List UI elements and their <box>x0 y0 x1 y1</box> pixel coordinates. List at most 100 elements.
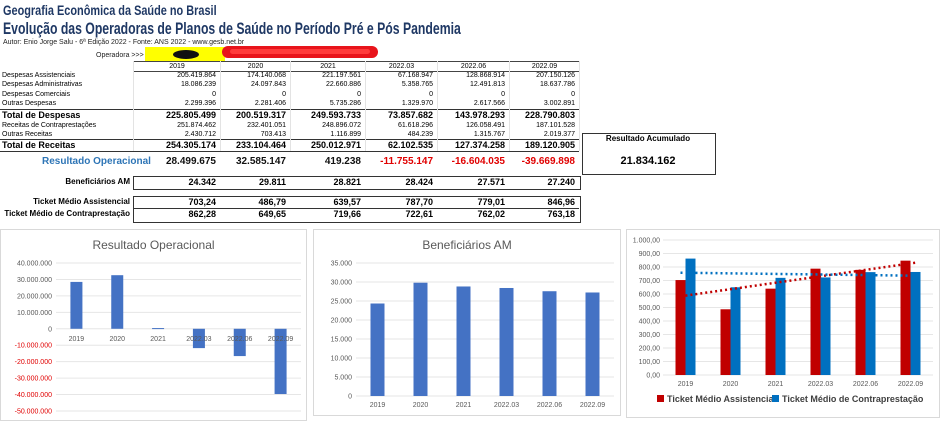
resultado-operacional-value: 28.499.675 <box>165 156 216 167</box>
y-tick-label: 200,00 <box>639 346 661 353</box>
total-separator <box>0 108 579 110</box>
bar <box>720 309 731 375</box>
bar <box>456 286 471 396</box>
row-label: Total de Despesas <box>2 109 81 120</box>
row-label: Total de Receitas <box>2 140 76 151</box>
cell-value: 207.150.126 <box>536 72 575 79</box>
cell-value: 200.519.317 <box>235 109 286 120</box>
cell-value: 1.116.899 <box>330 131 361 138</box>
bar <box>70 281 83 329</box>
bar <box>855 269 866 375</box>
y-tick-label: 0 <box>348 394 352 401</box>
cell-value: 187.101.528 <box>536 121 575 129</box>
beneficiarios-value: 24.342 <box>188 177 216 187</box>
ticket-divider <box>133 208 579 209</box>
cell-value: 73.857.682 <box>387 109 433 120</box>
beneficiarios-label: Beneficiários AM <box>65 177 130 186</box>
resultado-acumulado-box <box>582 133 716 175</box>
column-divider <box>220 61 221 152</box>
cell-value: 703.413 <box>260 131 286 138</box>
cell-value: 24.097.843 <box>250 81 286 89</box>
legend-swatch <box>657 395 664 402</box>
y-tick-label: 10.000 <box>331 356 353 363</box>
bar <box>730 287 741 375</box>
cell-value: 0 <box>357 90 361 98</box>
y-tick-label: -20.000.000 <box>15 359 52 366</box>
ticket-assistencial-value: 703,24 <box>188 197 216 207</box>
cell-value: 143.978.293 <box>454 109 505 120</box>
resultado-operacional-label: Resultado Operacional <box>42 156 151 167</box>
y-tick-label: 400,00 <box>639 319 661 326</box>
operadora-label: Operadora >>> <box>96 52 144 59</box>
x-tick-label: 2021 <box>456 402 472 409</box>
row-label: Receitas de Contraprestações <box>2 121 97 129</box>
page-title: Geografia Econômica da Saúde no Brasil <box>3 2 217 18</box>
cell-value: 127.374.258 <box>454 140 505 151</box>
y-tick-label: -50.000.000 <box>15 409 52 416</box>
bar <box>274 328 287 395</box>
x-tick-label: 2022.03 <box>808 381 833 388</box>
cell-value: 61.618.296 <box>397 121 433 129</box>
resultado-operacional-value: -39.669.898 <box>521 156 575 167</box>
ticket-contraprestacao-value: 762,02 <box>477 209 505 219</box>
y-tick-label: 25.000 <box>331 299 353 306</box>
ticket-contraprestacao-label: Ticket Médio de Contraprestação <box>4 209 130 218</box>
resultado-acumulado-label: Resultado Acumulado <box>605 134 691 143</box>
x-tick-label: 2019 <box>678 381 694 388</box>
x-tick-label: 2022.06 <box>853 381 878 388</box>
cell-value: 1.315.767 <box>473 131 505 138</box>
cell-value: 232.401.051 <box>247 121 286 129</box>
trendline <box>680 271 916 277</box>
bar <box>820 277 831 375</box>
resultado-operacional-value: 32.585.147 <box>235 156 286 167</box>
column-divider <box>290 61 291 152</box>
column-divider <box>509 61 510 152</box>
bar <box>542 291 557 396</box>
row-label: Despesas Assistenciais <box>2 72 76 79</box>
y-tick-label: 300,00 <box>639 332 661 339</box>
chart-title-resultado: Resultado Operacional <box>92 238 215 252</box>
column-divider <box>579 61 580 152</box>
chart-resultado-operacional: 40.000.000 30.000.000 20.000.000 10.000.000… <box>15 261 301 416</box>
ticket-assistencial-label: Ticket Médio Assistencial <box>33 197 130 206</box>
cell-value: 221.197.561 <box>322 72 361 79</box>
chart-panel-ticket[interactable]: 1.000,00 900,00 800,00 700,00 600,00 500,00 40… <box>626 229 940 418</box>
x-tick-label: 2022.03 <box>186 336 211 343</box>
cell-value: 0 <box>429 90 433 98</box>
bar <box>865 272 876 375</box>
y-tick-label: 35.000 <box>331 261 353 268</box>
chart-beneficiarios: 35.000 30.000 25.000 20.000 15.000 10.000 5.00… <box>331 261 614 409</box>
y-tick-label: 30.000.000 <box>17 277 52 284</box>
page-subtitle: Evolução das Operadoras de Planos de Saú… <box>3 19 461 38</box>
cell-value: 254.305.174 <box>165 140 216 151</box>
cell-value: 228.790.803 <box>524 109 575 120</box>
x-tick-label: 2022.09 <box>898 381 923 388</box>
bar <box>765 288 776 375</box>
x-tick-label: 2020 <box>413 402 429 409</box>
x-tick-label: 2020 <box>723 381 739 388</box>
bar <box>370 303 385 396</box>
cell-value: 1.329.970 <box>401 100 433 108</box>
table-bottom-line <box>0 151 579 153</box>
cell-value: 2.019.377 <box>543 131 575 138</box>
total-separator <box>0 139 579 141</box>
y-tick-label: 5.000 <box>334 375 352 382</box>
cell-value: 22.660.886 <box>325 81 361 89</box>
cell-value: 249.593.733 <box>310 109 361 120</box>
ticket-assistencial-value: 787,70 <box>405 197 433 207</box>
x-tick-label: 2022.03 <box>494 402 519 409</box>
y-tick-label: 15.000 <box>331 337 353 344</box>
chart-panel-beneficiarios[interactable]: Beneficiários AM 35.000 30.000 25.000 20.00… <box>313 229 621 416</box>
bar <box>775 277 786 375</box>
y-tick-label: 20.000 <box>331 318 353 325</box>
row-label: Despesas Administrativas <box>2 81 83 89</box>
y-tick-label: 40.000.000 <box>17 261 52 268</box>
y-tick-label: 20.000.000 <box>17 293 52 300</box>
chart-panel-resultado[interactable]: Resultado Operacional 40.000.000 30.000.0… <box>0 229 307 421</box>
cell-value: 189.120.905 <box>524 140 575 151</box>
operadora-input[interactable] <box>145 47 225 62</box>
row-label: Outras Receitas <box>2 131 53 138</box>
row-label: Outras Despesas <box>2 100 57 108</box>
x-tick-label: 2021 <box>150 336 166 343</box>
x-tick-label: 2022.06 <box>227 336 252 343</box>
